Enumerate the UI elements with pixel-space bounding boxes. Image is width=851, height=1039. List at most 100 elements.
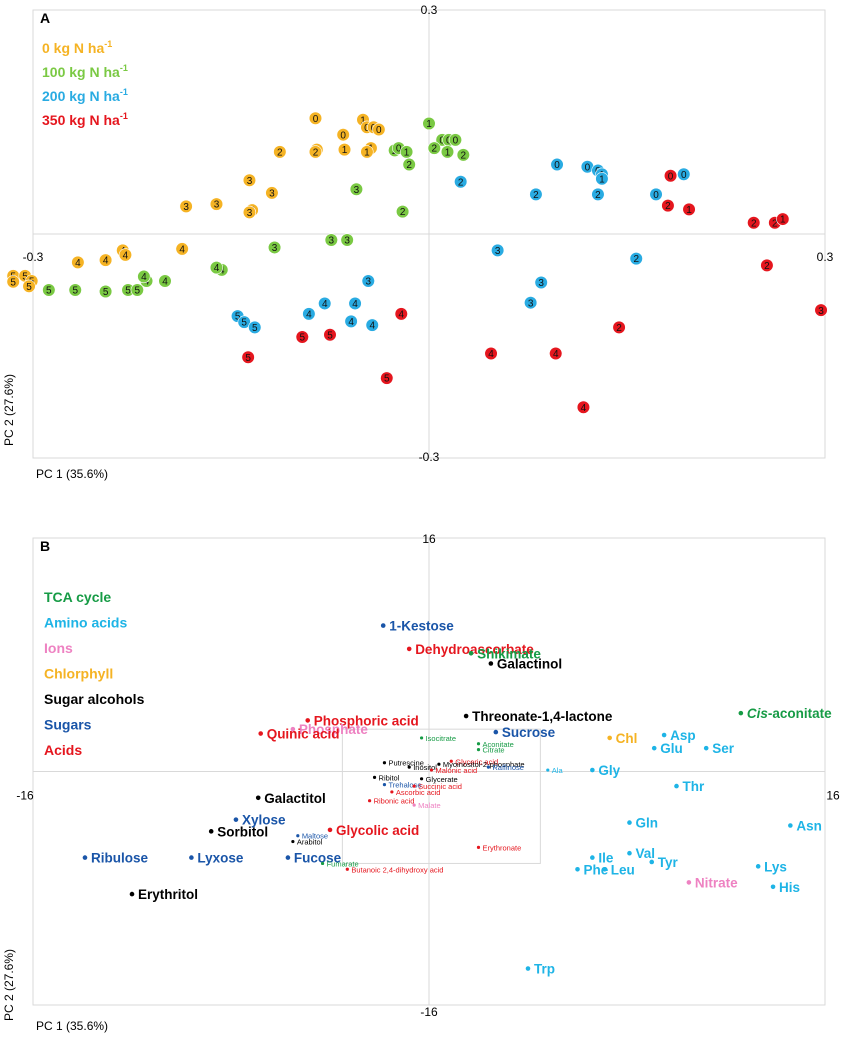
- point-marker: [440, 145, 455, 159]
- point-marker: [337, 143, 352, 157]
- metabolite-label: Sorbitol: [217, 824, 268, 839]
- point-marker: [98, 253, 113, 267]
- point-marker: [454, 175, 468, 189]
- metabolite-label: Ribulose: [91, 851, 148, 866]
- point-marker: [629, 252, 643, 266]
- point-marker: [344, 314, 358, 328]
- point-100-kg-n-ha-1-9: 2: [456, 148, 470, 161]
- metabolite-dot: [296, 834, 300, 838]
- point-label: 5: [134, 286, 140, 297]
- metabolite-dot: [285, 855, 291, 860]
- point-200-kg-n-ha-1-7: 2: [529, 187, 543, 202]
- metabolite-label: Tyr: [658, 855, 679, 870]
- point-0-kg-n-ha-1-8: 2: [308, 145, 323, 159]
- metabolite-dot: [82, 855, 88, 860]
- point-label: 0: [653, 190, 659, 201]
- point-0-kg-n-ha-1-0: 0: [308, 111, 323, 125]
- point-marker: [380, 371, 394, 385]
- point-marker: [484, 346, 498, 361]
- point-label: 4: [141, 272, 147, 283]
- point-label: 2: [277, 147, 283, 158]
- metabolite-dot: [546, 768, 550, 772]
- panel-a-y-label: PC 2 (27.6%): [2, 374, 16, 446]
- metabolite-dot: [382, 761, 387, 765]
- point-0-kg-n-ha-1-11: 1: [360, 145, 374, 159]
- metabolite-dot: [674, 783, 679, 789]
- metabolite-label: Erythritol: [138, 887, 198, 902]
- point-label: 4: [162, 277, 168, 288]
- metabolite-label: Ala: [552, 766, 564, 775]
- point-100-kg-n-ha-1-20: 4: [137, 269, 151, 284]
- metabolite-glycerate: Glycerate: [419, 775, 458, 784]
- metabolite-asn: Asn: [788, 818, 822, 833]
- panel-a-legend-100-kg-n-ha-1: 100 kg N ha-1: [42, 63, 128, 80]
- point-label: 1: [404, 147, 410, 158]
- point-label: 2: [764, 261, 770, 272]
- point-label: 1: [599, 174, 605, 185]
- point-200-kg-n-ha-1-11: 2: [629, 252, 643, 266]
- metabolite-dot: [380, 623, 386, 628]
- point-marker: [422, 116, 436, 131]
- point-label: 2: [461, 150, 467, 161]
- label-rest: -aconitate: [768, 706, 832, 721]
- metabolite-dot: [368, 799, 372, 803]
- point-marker: [248, 320, 262, 334]
- point-100-kg-n-ha-1-6: 1: [399, 145, 414, 159]
- metabolite-label: Phosphate: [299, 722, 369, 737]
- point-label: 4: [306, 309, 312, 320]
- metabolite-label: Shikimate: [477, 646, 541, 661]
- metabolite-dot: [602, 866, 608, 872]
- point-200-kg-n-ha-1-19: 4: [365, 318, 379, 332]
- metabolite-phosphoric-acid: Phosphoric acid: [305, 713, 419, 728]
- panel-b-legend-chlorphyll: Chlorphyll: [44, 666, 113, 682]
- point-marker: [237, 315, 251, 329]
- metabolite-label: Putrescine: [388, 759, 423, 768]
- panel-b-points: 1-KestoseDehydroascorbateShikimateGalact…: [82, 619, 832, 977]
- metabolite-val: Val: [627, 846, 655, 861]
- point-label: 1: [445, 147, 451, 158]
- point-label: 3: [528, 298, 534, 309]
- metabolite-label: Sucrose: [502, 725, 556, 740]
- point-marker: [302, 307, 316, 321]
- metabolite-label: Fumarate: [327, 859, 359, 868]
- metabolite-arabitol: Arabitol: [291, 838, 323, 847]
- point-label: 5: [103, 287, 109, 298]
- metabolite-chl: Chl: [607, 731, 637, 746]
- point-0-kg-n-ha-1-4: 0: [372, 122, 386, 136]
- metabolite-ala: Ala: [546, 766, 563, 775]
- point-200-kg-n-ha-1-15: 4: [318, 296, 332, 311]
- point-350-kg-n-ha-1-17: 4: [484, 346, 498, 361]
- point-0-kg-n-ha-1-19: 4: [98, 253, 113, 267]
- point-label: 0: [585, 162, 591, 173]
- metabolite-dot: [686, 880, 692, 885]
- metabolite-dot: [372, 775, 377, 779]
- metabolite-dot: [290, 726, 296, 732]
- point-marker: [529, 187, 543, 202]
- metabolite-ribonic-acid: Ribonic acid: [368, 797, 414, 806]
- metabolite-label: Arabitol: [297, 838, 323, 847]
- metabolite-maltose: Maltose: [296, 832, 328, 841]
- metabolite-label: Leu: [611, 862, 635, 877]
- point-label: 4: [581, 403, 587, 414]
- metabolite-label: Quinic acid: [267, 727, 340, 742]
- point-label: 4: [214, 263, 220, 274]
- metabolite-dot: [525, 966, 531, 971]
- point-marker: [524, 296, 538, 310]
- metabolite-lys: Lys: [755, 859, 787, 874]
- point-label: 1: [342, 145, 348, 156]
- point-label: 0: [668, 171, 674, 182]
- point-100-kg-n-ha-1-0: 1: [422, 116, 436, 131]
- point-label: 2: [772, 218, 778, 229]
- legend-text: 0 kg N ha: [42, 40, 104, 56]
- metabolite-label: Malate: [418, 801, 441, 810]
- metabolite-dot: [406, 646, 412, 652]
- point-marker: [682, 202, 696, 216]
- metabolite-galactinol: Galactinol: [488, 657, 562, 672]
- metabolite-label: Xylose: [242, 813, 286, 828]
- metabolite-dot: [463, 713, 469, 719]
- point-200-kg-n-ha-1-14: 3: [361, 274, 375, 288]
- metabolite-label: Galactinol: [497, 657, 562, 672]
- point-marker: [323, 328, 337, 342]
- metabolite-gly: Gly: [590, 763, 621, 778]
- point-label: 3: [495, 246, 501, 257]
